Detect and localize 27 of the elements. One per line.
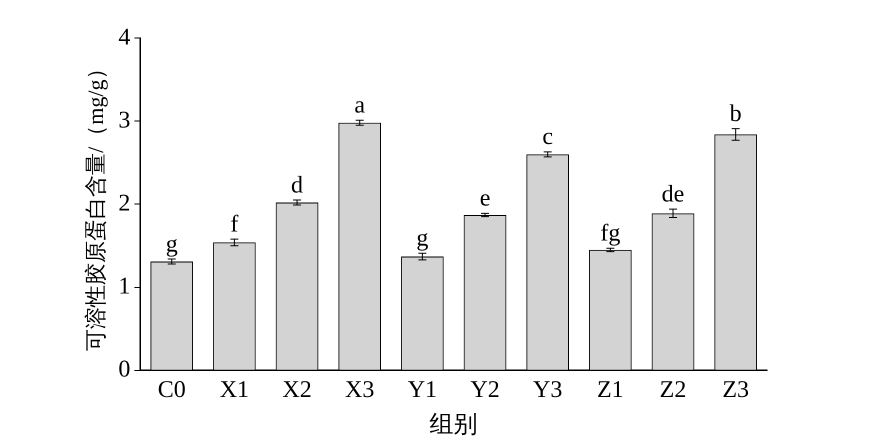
annotation: a (354, 92, 366, 119)
y-tick-label: 3 (118, 107, 130, 134)
y-tick-label: 1 (118, 274, 130, 300)
y-axis-title: 可溶性胶原蛋白含量/（mg/g） (82, 58, 108, 351)
annotation: e (480, 186, 490, 212)
y-tick-label: 4 (118, 24, 130, 50)
x-tick-label: Z2 (660, 377, 686, 404)
annotation: g (416, 226, 428, 252)
x-tick-label: Z3 (722, 377, 750, 404)
x-tick-label: X2 (282, 377, 312, 404)
annotation: d (291, 172, 304, 198)
x-tick-label: C0 (158, 377, 186, 404)
annotation: de (662, 181, 684, 208)
x-axis-title: 组别 (430, 412, 478, 438)
annotation: b (730, 100, 742, 127)
y-tick-label: 0 (118, 356, 130, 383)
annotation: c (542, 124, 554, 150)
x-tick-label: X1 (220, 377, 250, 404)
annotation: g (166, 231, 178, 258)
annotation: fg (600, 220, 620, 247)
x-tick-label: Z1 (597, 377, 624, 404)
x-tick-label: Y1 (408, 377, 438, 404)
x-tick-label: X3 (345, 377, 374, 404)
y-tick-label: 2 (118, 190, 130, 216)
x-tick-label: Y3 (533, 377, 562, 404)
x-tick-label: Y2 (470, 377, 500, 404)
annotation: f (230, 211, 238, 238)
